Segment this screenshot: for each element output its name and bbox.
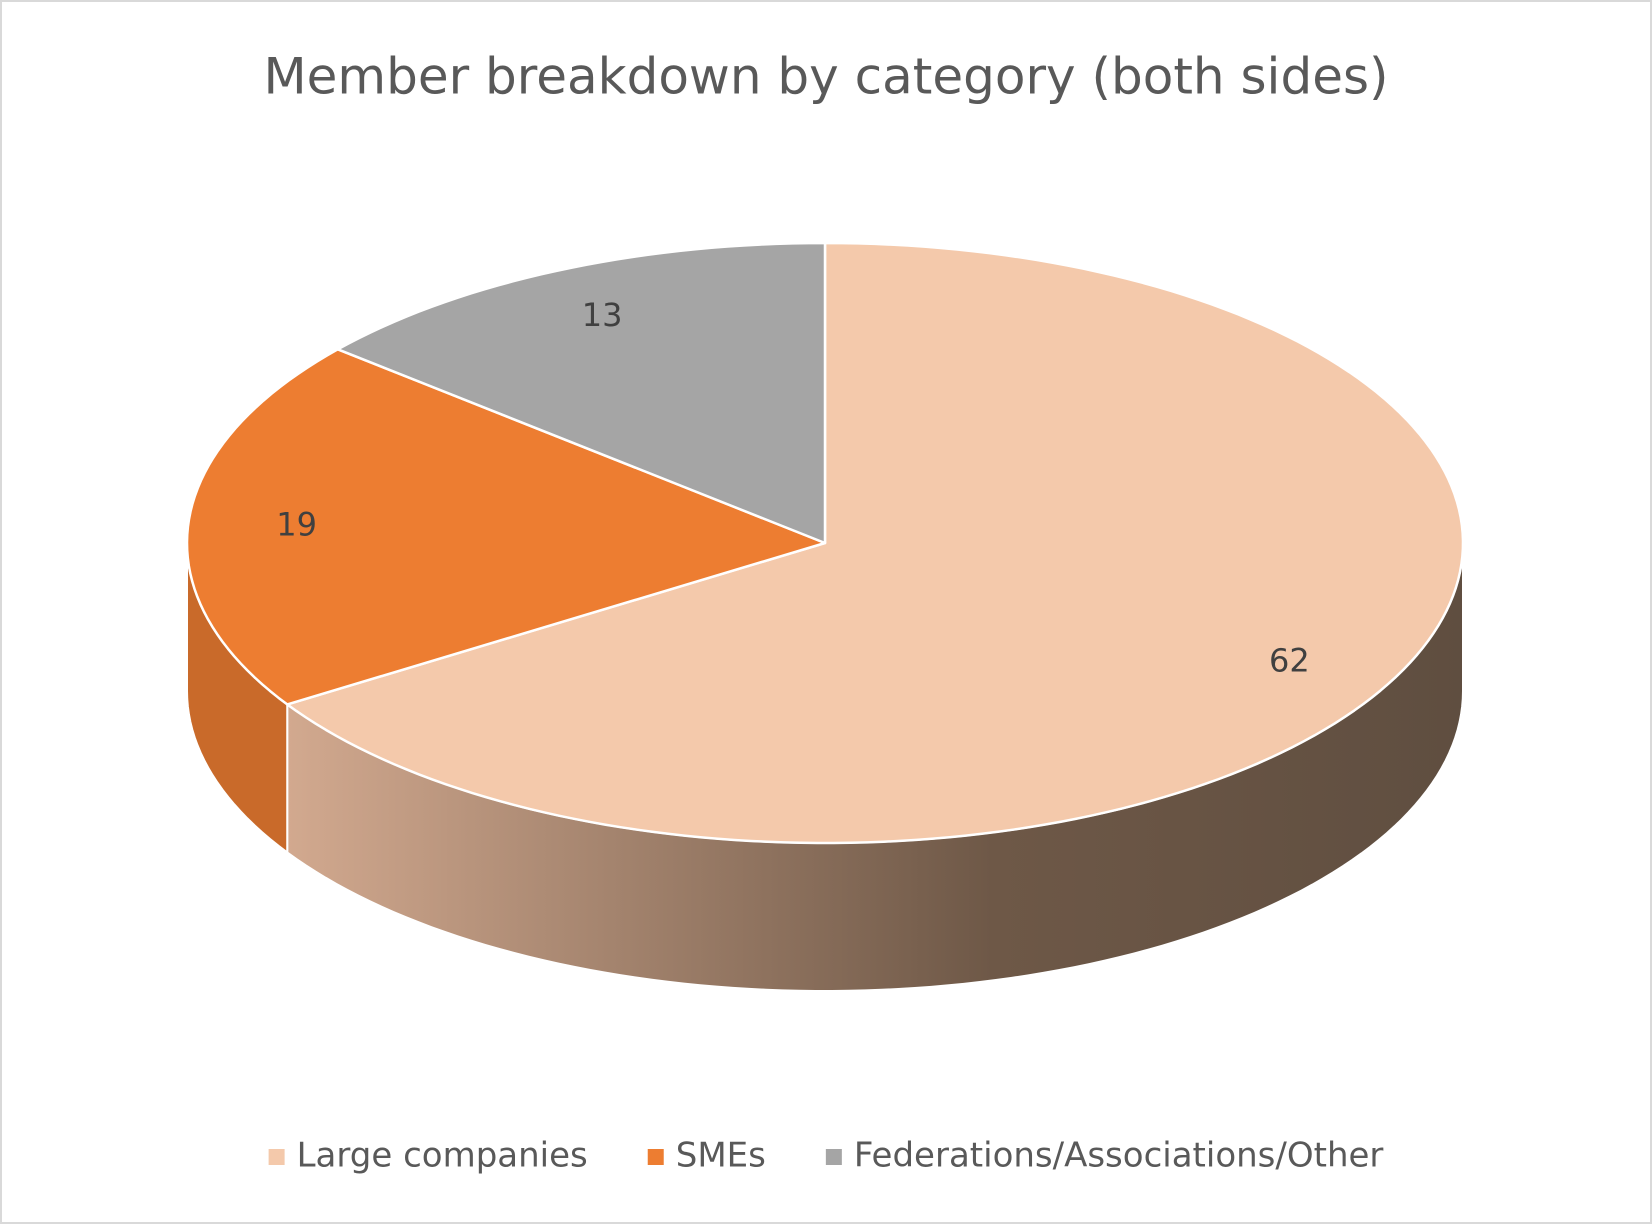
slice xyxy=(185,348,827,706)
data-label: 19 xyxy=(276,505,317,543)
data-label: 62 xyxy=(1269,642,1310,680)
legend-label: SMEs xyxy=(676,1136,766,1176)
slice xyxy=(285,241,1465,845)
legend-swatch xyxy=(268,1149,285,1165)
legend-swatch xyxy=(825,1149,842,1165)
legend-swatch xyxy=(647,1149,664,1165)
legend: Large companies SMEs Federations/Associati… xyxy=(268,1136,1384,1176)
legend-label: Large companies xyxy=(297,1136,588,1176)
chart-title: Member breakdown by category (both sides… xyxy=(263,48,1388,106)
legend-label: Federations/Associations/Other xyxy=(854,1136,1384,1176)
data-label: 13 xyxy=(582,296,623,334)
slice xyxy=(336,241,827,545)
